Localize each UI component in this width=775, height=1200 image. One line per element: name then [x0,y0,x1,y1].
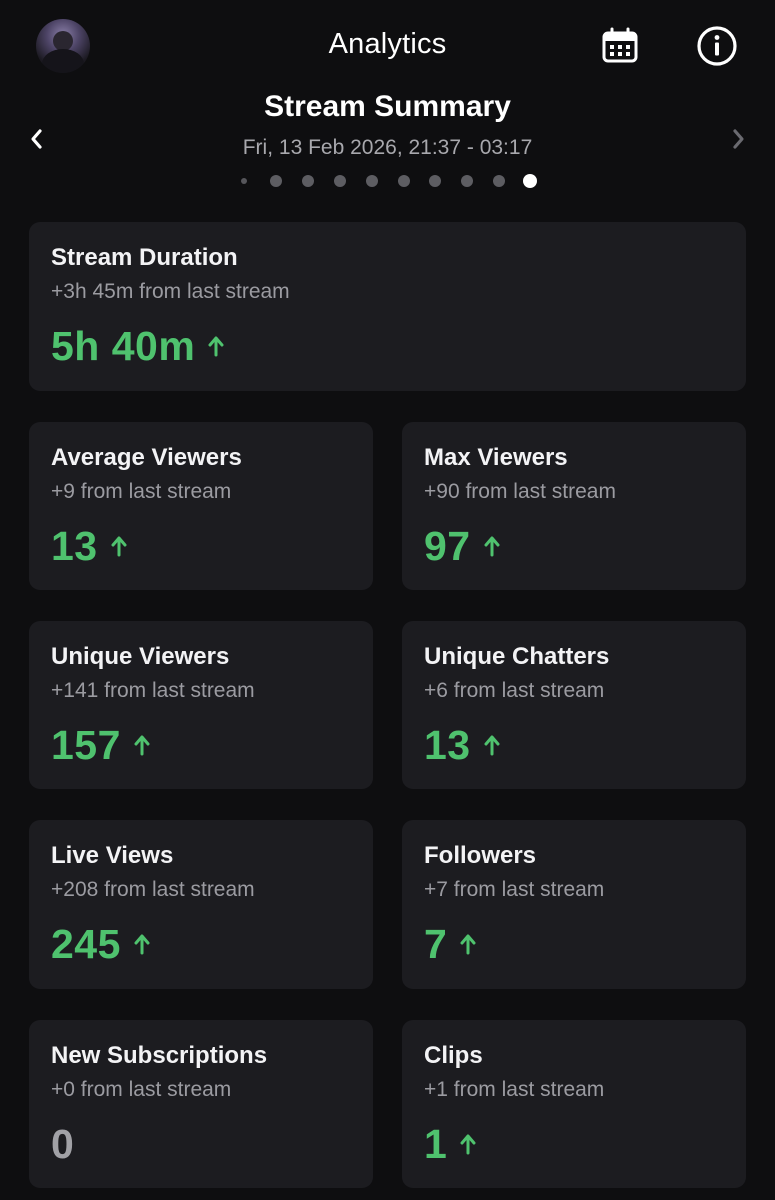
arrow-up-icon [459,933,477,955]
stat-label: New Subscriptions [51,1042,268,1069]
stat-card-followers[interactable]: Followers +7 from last stream 7 [402,820,746,989]
arrow-up-icon [133,933,151,955]
page-dot-active[interactable] [523,174,537,188]
top-bar: Analytics [0,0,775,92]
arrow-up-icon [459,1133,477,1155]
avatar-body-shape [42,49,84,73]
stat-value: 5h 40m [51,323,196,369]
stat-value: 97 [424,523,471,569]
calendar-button[interactable] [598,24,642,68]
page-dot[interactable] [493,175,505,187]
stream-date-range: Fri, 13 Feb 2026, 21:37 - 03:17 [242,136,533,159]
stat-label: Unique Chatters [424,643,610,670]
stat-card-unique-viewers[interactable]: Unique Viewers +141 from last stream 157 [29,621,373,789]
arrow-up-icon [110,535,128,557]
chevron-right-icon [733,129,744,149]
chevron-left-icon [31,129,42,149]
stat-label: Live Views [51,842,174,869]
stat-card-unique-chatters[interactable]: Unique Chatters +6 from last stream 13 [402,621,746,789]
stat-value: 13 [51,523,98,569]
arrow-up-icon [133,734,151,756]
stat-label: Clips [424,1042,483,1069]
page-dot[interactable] [241,178,247,184]
stat-value-row: 5h 40m [51,320,225,372]
page-dot[interactable] [398,175,410,187]
stat-value: 13 [424,722,471,768]
stat-card-live-views[interactable]: Live Views +208 from last stream 245 [29,820,373,989]
stat-label: Average Viewers [51,444,242,471]
page-dot[interactable] [366,175,378,187]
stat-value-row: 97 [424,520,501,572]
stat-delta: +0 from last stream [51,1078,232,1101]
stat-value-row: 13 [424,719,501,771]
stat-card-clips[interactable]: Clips +1 from last stream 1 [402,1020,746,1188]
calendar-icon [602,27,638,63]
page-indicator [0,174,775,189]
stat-value: 157 [51,722,121,768]
stat-card-stream-duration[interactable]: Stream Duration +3h 45m from last stream… [29,222,746,391]
stat-value: 245 [51,921,121,967]
page-dot[interactable] [334,175,346,187]
page-dot[interactable] [302,175,314,187]
page-title: Analytics [328,28,447,60]
stat-delta: +9 from last stream [51,480,232,503]
stat-label: Max Viewers [424,444,568,471]
user-avatar[interactable] [36,19,90,73]
stat-value: 1 [424,1121,448,1167]
arrow-up-icon [483,734,501,756]
page-dot[interactable] [270,175,282,187]
stat-delta: +90 from last stream [424,480,616,503]
info-icon [697,26,737,66]
arrow-up-icon [207,335,225,357]
stat-label: Stream Duration [51,244,238,271]
stat-card-max-viewers[interactable]: Max Viewers +90 from last stream 97 [402,422,746,590]
stat-card-average-viewers[interactable]: Average Viewers +9 from last stream 13 [29,422,373,590]
arrow-up-icon [483,535,501,557]
stat-value-row: 13 [51,520,128,572]
stat-delta: +208 from last stream [51,878,255,901]
stat-value: 7 [424,921,448,967]
stat-label: Unique Viewers [51,643,230,670]
stat-label: Followers [424,842,537,869]
stat-value: 0 [51,1121,75,1167]
stat-delta: +6 from last stream [424,679,605,702]
stat-delta: +7 from last stream [424,878,605,901]
stat-value-row: 0 [51,1118,74,1170]
previous-stream-button[interactable] [22,124,52,154]
next-stream-button[interactable] [723,124,753,154]
info-button[interactable] [695,24,739,68]
stat-value-row: 157 [51,719,151,771]
stat-value-row: 245 [51,918,151,970]
stat-delta: +3h 45m from last stream [51,280,290,303]
summary-header: Stream Summary Fri, 13 Feb 2026, 21:37 -… [0,88,775,198]
page-dot[interactable] [429,175,441,187]
stat-delta: +141 from last stream [51,679,255,702]
stat-value-row: 7 [424,918,477,970]
stat-value-row: 1 [424,1118,477,1170]
avatar-head-shape [53,31,73,51]
stat-delta: +1 from last stream [424,1078,605,1101]
page-dot[interactable] [461,175,473,187]
stat-card-new-subscriptions[interactable]: New Subscriptions +0 from last stream 0 [29,1020,373,1188]
summary-title: Stream Summary [264,90,511,123]
